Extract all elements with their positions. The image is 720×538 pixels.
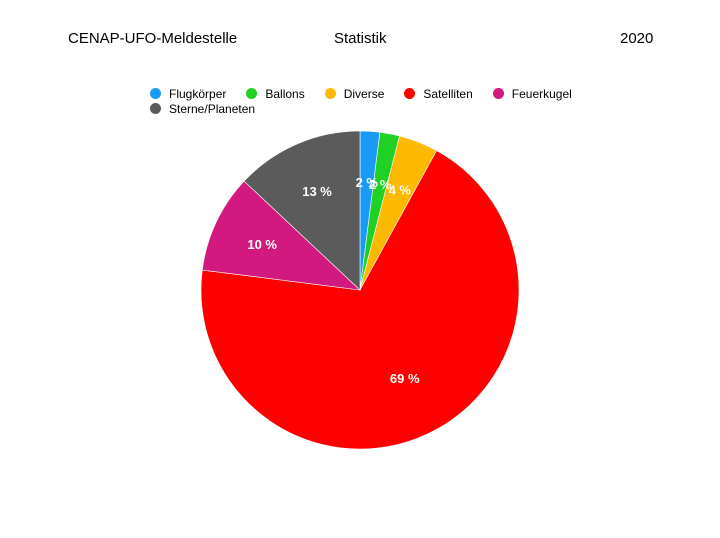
legend-label-satelliten: Satelliten	[423, 86, 473, 101]
header-center-title: Statistik	[334, 30, 387, 47]
slice-label-ballons: 2 %	[369, 177, 392, 192]
legend-label-feuerkugel: Feuerkugel	[511, 86, 572, 101]
legend-swatch-satelliten	[404, 88, 416, 99]
pie-slice-feuerkugel	[201, 180, 361, 291]
legend-item-ballons: Ballons	[246, 86, 305, 101]
legend-item-flugkoerper: Flugkörper	[150, 87, 226, 101]
slice-label-satelliten: 69 %	[390, 371, 420, 386]
pie-slice-satelliten	[200, 150, 520, 450]
header-year: 2020	[620, 30, 654, 47]
slice-label-feuerkugel: 10 %	[247, 237, 277, 252]
legend-swatch-ballons	[246, 88, 258, 99]
legend-item-sterne-planeten: Sterne/Planeten	[150, 102, 255, 116]
slice-label-sterne-planeten: 13 %	[302, 184, 332, 199]
slice-label-diverse: 4 %	[389, 182, 412, 197]
legend-row-1: Flugkörper Ballons Diverse Satelliten Fe…	[150, 86, 590, 101]
legend-label-diverse: Diverse	[343, 86, 385, 101]
slice-label-flugkoerper: 2 %	[356, 175, 379, 190]
chart-legend: Flugkörper Ballons Diverse Satelliten Fe…	[150, 86, 590, 116]
pie-slice-sterne-planeten	[243, 130, 361, 291]
legend-label-ballons: Ballons	[265, 86, 305, 101]
header-left-title: CENAP-UFO-Meldestelle	[68, 30, 238, 47]
legend-item-feuerkugel: Feuerkugel	[492, 86, 572, 101]
legend-swatch-sterne-planeten	[150, 103, 161, 114]
legend-item-satelliten: Satelliten	[404, 86, 473, 101]
legend-swatch-flugkoerper	[150, 88, 161, 99]
legend-label-sterne-planeten: Sterne/Planeten	[169, 101, 256, 116]
legend-swatch-feuerkugel	[492, 88, 504, 99]
legend-item-diverse: Diverse	[324, 86, 385, 101]
legend-swatch-diverse	[324, 88, 336, 99]
legend-row-2: Sterne/Planeten	[150, 101, 590, 116]
legend-label-flugkoerper: Flugkörper	[169, 86, 227, 101]
